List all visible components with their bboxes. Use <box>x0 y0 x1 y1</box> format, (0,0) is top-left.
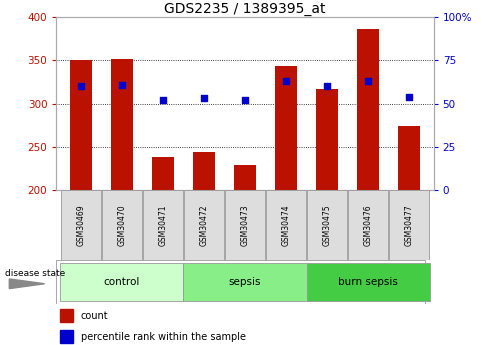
Text: disease state: disease state <box>5 269 65 278</box>
Bar <box>275 66 297 190</box>
Text: GSM30477: GSM30477 <box>405 204 414 246</box>
Text: GSM30472: GSM30472 <box>199 204 208 246</box>
Text: sepsis: sepsis <box>229 277 261 287</box>
Bar <box>60 330 74 343</box>
FancyBboxPatch shape <box>102 190 142 260</box>
Bar <box>316 89 338 190</box>
FancyBboxPatch shape <box>348 190 388 260</box>
Bar <box>234 165 256 190</box>
Bar <box>398 126 420 190</box>
FancyBboxPatch shape <box>56 260 425 304</box>
Point <box>118 82 126 87</box>
Point <box>282 78 290 84</box>
Point <box>241 97 249 103</box>
Bar <box>193 152 215 190</box>
Text: GSM30474: GSM30474 <box>282 204 291 246</box>
FancyBboxPatch shape <box>390 190 429 260</box>
Point <box>323 83 331 89</box>
FancyBboxPatch shape <box>307 190 347 260</box>
Polygon shape <box>9 279 45 288</box>
Text: GSM30476: GSM30476 <box>364 204 372 246</box>
FancyBboxPatch shape <box>225 190 265 260</box>
Point <box>364 78 372 84</box>
FancyBboxPatch shape <box>60 263 183 302</box>
Bar <box>70 60 92 190</box>
Title: GDS2235 / 1389395_at: GDS2235 / 1389395_at <box>164 2 326 16</box>
Point <box>405 94 413 99</box>
Text: control: control <box>104 277 140 287</box>
Bar <box>152 157 174 190</box>
FancyBboxPatch shape <box>143 190 183 260</box>
Bar <box>60 309 74 322</box>
FancyBboxPatch shape <box>183 263 307 302</box>
Point <box>77 83 85 89</box>
Text: GSM30470: GSM30470 <box>118 204 126 246</box>
Text: burn sepsis: burn sepsis <box>338 277 398 287</box>
FancyBboxPatch shape <box>61 190 100 260</box>
Text: GSM30469: GSM30469 <box>76 204 85 246</box>
Text: GSM30475: GSM30475 <box>322 204 332 246</box>
FancyBboxPatch shape <box>184 190 223 260</box>
Bar <box>111 59 133 190</box>
FancyBboxPatch shape <box>267 190 306 260</box>
Text: count: count <box>81 311 108 321</box>
Bar <box>357 29 379 190</box>
Point <box>200 96 208 101</box>
Text: GSM30471: GSM30471 <box>158 204 168 246</box>
FancyBboxPatch shape <box>307 263 430 302</box>
Text: GSM30473: GSM30473 <box>241 204 249 246</box>
Point <box>159 97 167 103</box>
Text: percentile rank within the sample: percentile rank within the sample <box>81 332 246 342</box>
